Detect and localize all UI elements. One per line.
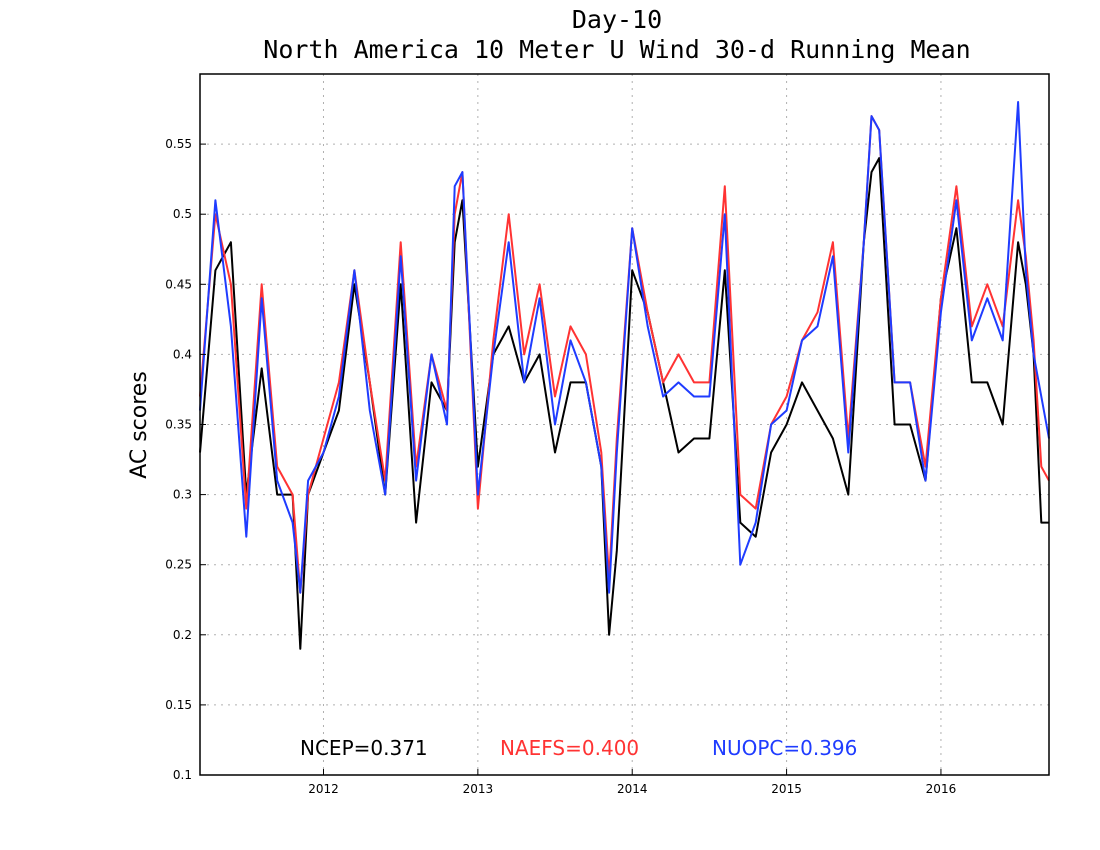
y-tick-label: 0.1 [173, 768, 192, 782]
series-line-nuopc [199, 101, 1050, 594]
legend-entry: NUOPC=0.396 [712, 736, 857, 760]
series-line-ncep [199, 157, 1049, 650]
y-tick-label: 0.3 [173, 488, 192, 502]
x-axis: 2012 2013 2014 2015 2016 [308, 769, 956, 796]
x-tick-label: 2012 [308, 782, 339, 796]
y-axis-label: AC scores [127, 371, 152, 479]
y-tick-label: 0.55 [165, 137, 192, 151]
series-lines [199, 101, 1050, 650]
y-axis: 0.1 0.15 0.2 0.25 0.3 0.35 0.4 0.45 0.5 0.55 [165, 137, 206, 782]
x-tick-label: 2013 [463, 782, 494, 796]
y-tick-label: 0.2 [173, 628, 192, 642]
legend-entry: NAEFS=0.400 [500, 736, 639, 760]
x-tick-label: 2016 [926, 782, 957, 796]
x-tick-label: 2014 [617, 782, 648, 796]
y-tick-label: 0.25 [165, 558, 192, 572]
chart-title: Day-10 [572, 5, 662, 34]
y-tick-label: 0.5 [173, 207, 192, 221]
chart-subtitle: North America 10 Meter U Wind 30-d Runni… [263, 35, 970, 64]
legend: NCEP=0.371 NAEFS=0.400 NUOPC=0.396 [300, 736, 857, 760]
legend-entry: NCEP=0.371 [300, 736, 428, 760]
y-tick-label: 0.4 [173, 347, 192, 361]
x-tick-label: 2015 [771, 782, 802, 796]
y-tick-label: 0.15 [165, 698, 192, 712]
y-tick-label: 0.45 [165, 277, 192, 291]
y-tick-label: 0.35 [165, 418, 192, 432]
